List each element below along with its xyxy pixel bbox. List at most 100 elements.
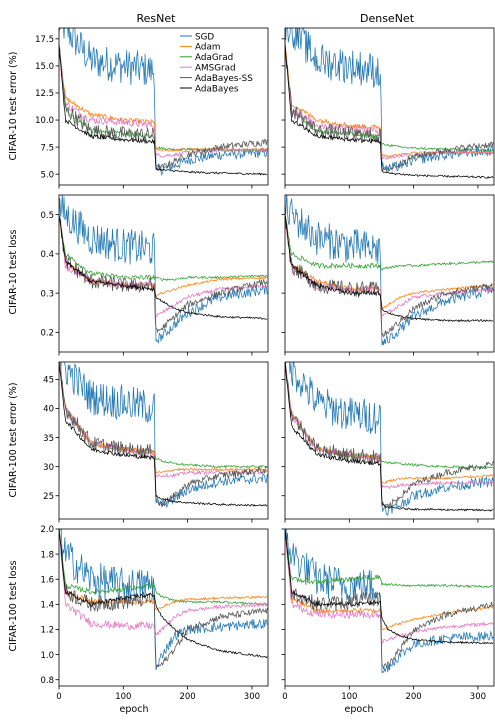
plot-frame <box>284 194 495 353</box>
y-tick: 2.0 <box>40 525 59 535</box>
row-label-cifar100-error: CIFAR-100 test error (%) <box>8 382 19 497</box>
y-tick-label: 25 <box>43 492 54 502</box>
x-tick-label: 0 <box>56 692 61 702</box>
x-tick-label: 300 <box>244 692 260 702</box>
series-line-sgd <box>285 529 494 674</box>
series-line-amsgrad <box>59 212 268 318</box>
y-tick: 30 <box>43 463 59 473</box>
y-tick-label: 1.6 <box>40 575 54 585</box>
series-line-adabayes <box>59 215 268 320</box>
series-line-adabayes <box>285 362 494 512</box>
series-line-adabayes <box>285 214 494 323</box>
plot-frame <box>284 528 495 687</box>
series-lines <box>285 362 494 516</box>
y-tick: 1.2 <box>40 626 59 636</box>
series-line-adabayes-ss <box>285 41 494 174</box>
y-tick-label: 0.3 <box>40 289 54 299</box>
series-line-sgd <box>285 195 494 346</box>
y-tick: 1.4 <box>40 601 59 611</box>
series-line-sgd <box>285 362 494 516</box>
y-tick-label: 0.5 <box>40 211 54 221</box>
plot-frame <box>58 528 269 687</box>
series-line-sgd <box>285 28 494 172</box>
series-line-adabayes-ss <box>59 362 268 507</box>
series-line-adagrad <box>59 362 268 469</box>
x-tick: 100 <box>115 686 131 702</box>
column-title-densenet: DenseNet <box>360 12 415 25</box>
y-tick: 17.5 <box>35 35 59 45</box>
series-lines <box>285 28 494 179</box>
legend-item-sgd: SGD <box>180 32 214 42</box>
y-tick: 45 <box>43 376 59 386</box>
series-line-adabayes <box>59 530 268 659</box>
legend-label: SGD <box>195 32 214 42</box>
series-line-adabayes <box>59 362 268 507</box>
y-tick-label: 0.2 <box>40 329 54 339</box>
y-tick-label: 35 <box>43 434 54 444</box>
y-tick: 25 <box>43 492 59 502</box>
y-tick-label: 30 <box>43 463 54 473</box>
legend-item-amsgrad: AMSGrad <box>180 64 236 74</box>
legend-label: AMSGrad <box>195 64 236 74</box>
y-tick-label: 0.8 <box>40 676 54 686</box>
y-tick: 7.5 <box>40 143 59 153</box>
x-tick: 100 <box>341 686 357 702</box>
series-line-adam <box>285 214 494 310</box>
series-line-adam <box>59 214 268 298</box>
x-tick: 300 <box>470 686 486 702</box>
series-line-adabayes <box>59 45 268 176</box>
y-tick: 40 <box>43 405 59 415</box>
y-tick-label: 40 <box>43 405 54 415</box>
subplot-densenet-row-3 <box>281 361 495 523</box>
series-line-amsgrad <box>59 529 268 636</box>
x-tick: 300 <box>244 686 260 702</box>
column-title-resnet: ResNet <box>137 12 177 25</box>
y-tick-label: 45 <box>43 376 54 386</box>
series-line-adabayes-ss <box>285 209 494 338</box>
subplot-densenet-row-2 <box>281 194 495 356</box>
legend-item-adabayes: AdaBayes <box>180 84 239 94</box>
series-lines <box>59 529 268 671</box>
series-lines <box>285 529 494 674</box>
x-tick: 200 <box>179 686 196 702</box>
y-tick-label: 12.5 <box>35 89 54 99</box>
y-tick-label: 2.0 <box>40 525 54 535</box>
series-line-adagrad <box>59 215 268 282</box>
x-tick: 0 <box>56 686 62 702</box>
y-tick-label: 5.0 <box>40 170 54 180</box>
y-tick: 12.5 <box>35 89 59 99</box>
x-tick-label: 100 <box>341 692 357 702</box>
series-line-sgd <box>59 529 268 671</box>
y-tick: 15.0 <box>35 62 59 72</box>
plot-frame <box>284 27 495 186</box>
y-tick-label: 10.0 <box>35 116 54 126</box>
series-line-sgd <box>59 28 268 177</box>
y-tick-label: 7.5 <box>40 143 54 153</box>
series-line-adam <box>59 43 268 152</box>
series-line-adagrad <box>285 43 494 152</box>
x-tick: 200 <box>405 686 422 702</box>
legend-label: AdaBayes-SS <box>195 74 253 84</box>
x-axis-label-resnet: epoch <box>120 704 149 715</box>
y-tick-label: 0.4 <box>40 250 54 260</box>
series-line-adabayes <box>285 43 494 179</box>
legend-label: AdaBayes <box>195 84 239 94</box>
y-tick: 1.8 <box>40 550 59 560</box>
series-line-adabayes-ss <box>59 216 268 334</box>
series-lines <box>285 195 494 346</box>
series-lines <box>59 195 268 344</box>
series-line-amsgrad <box>285 362 494 490</box>
legend-item-adagrad: AdaGrad <box>180 53 233 63</box>
subplot-resnet-row-1: 5.0 7.5 10.0 12.5 15.0 17.5 <box>35 27 269 189</box>
subplot-densenet-row-4: 0 100 200 300 <box>281 528 495 702</box>
row-label-cifar10-loss: CIFAR-10 test loss <box>8 230 19 315</box>
y-tick-label: 17.5 <box>35 35 54 45</box>
y-tick: 0.8 <box>40 676 59 686</box>
series-line-adabayes-ss <box>59 532 268 668</box>
series-line-amsgrad <box>285 529 494 644</box>
legend-item-adam: Adam <box>180 43 220 53</box>
series-line-adabayes-ss <box>285 531 494 670</box>
row-label-cifar100-loss: CIFAR-100 test loss <box>8 560 19 651</box>
y-tick: 0.4 <box>40 250 59 260</box>
